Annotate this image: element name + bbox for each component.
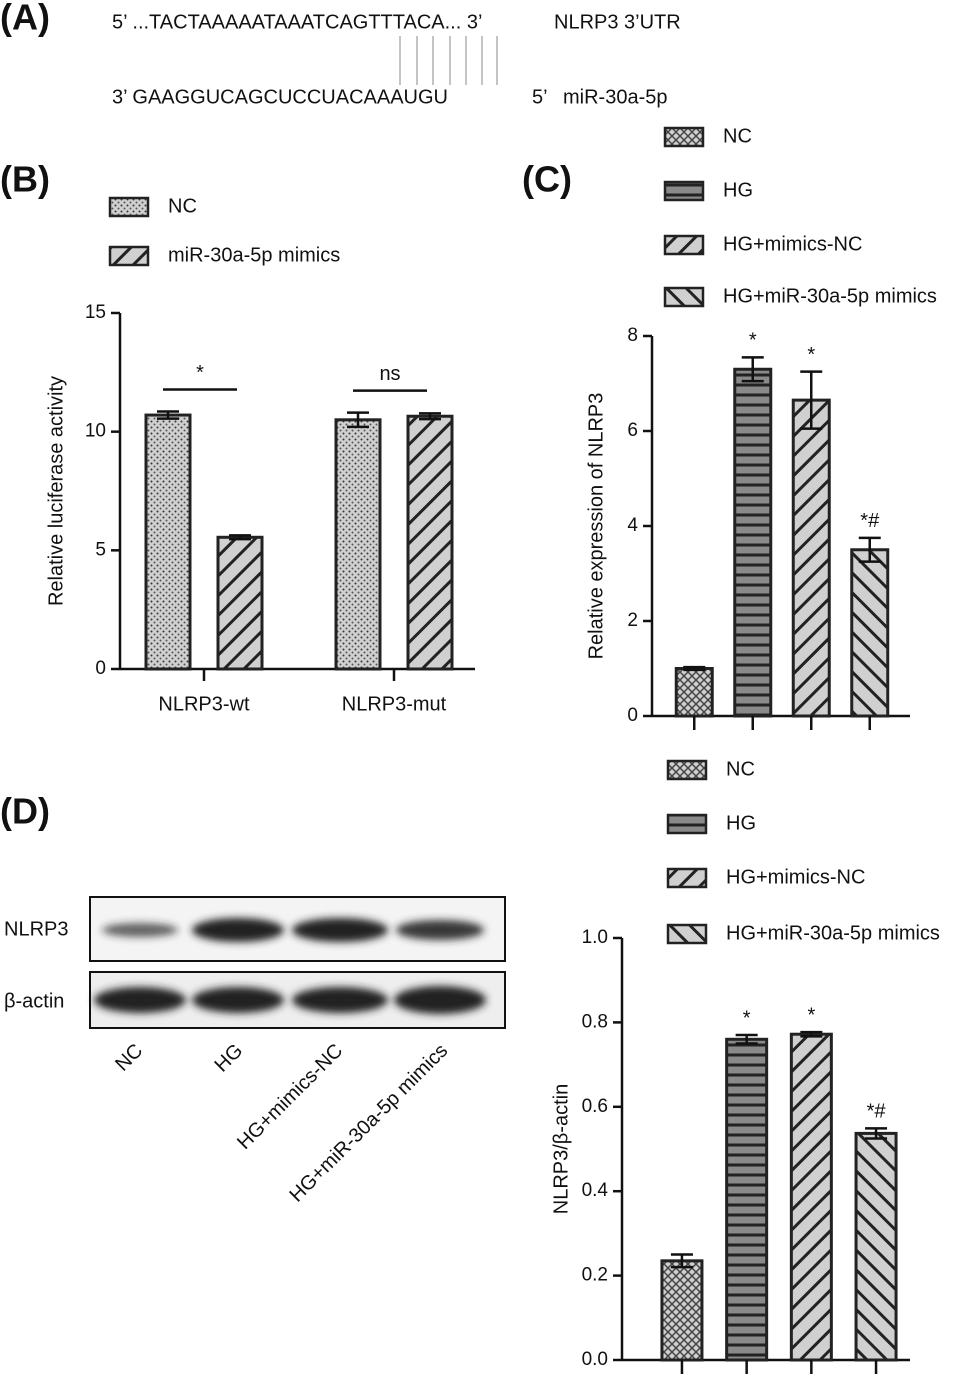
blot-lane-label: HG+mimics-NC (233, 1040, 347, 1154)
error-bar (735, 1033, 758, 1045)
western-blot (89, 896, 506, 1029)
y-tick-label: 1.0 (582, 927, 608, 948)
y-tick-label: 6 (627, 420, 638, 441)
legend-label: NC (726, 758, 755, 780)
error-bar (347, 411, 369, 429)
bar (725, 1037, 769, 1362)
legend-swatch (663, 286, 705, 308)
sequence-top: 5’ ...TACTAAAAATAAATCAGTTTACA... 3’ (112, 11, 482, 33)
y-axis-label: Relative luciferase activity (45, 376, 67, 606)
significance-label: * (743, 1007, 751, 1029)
error-bar (157, 410, 179, 420)
sequence-name: miR-30a-5p (563, 86, 667, 108)
bar (660, 1259, 704, 1362)
y-tick-label: 10 (85, 421, 106, 442)
bar (144, 413, 192, 671)
legend-swatch (108, 196, 150, 218)
panel-label: (B) (0, 159, 50, 200)
legend-label: HG (726, 812, 756, 834)
y-axis-label: NLRP3/β-actin (550, 1084, 572, 1214)
bar (850, 548, 890, 718)
y-tick-label: 5 (95, 539, 106, 560)
error-bar (865, 1127, 888, 1140)
significance-label: * (749, 330, 757, 352)
significance-label: *# (867, 1101, 887, 1123)
significance-label: *# (860, 510, 880, 532)
bar (854, 1131, 898, 1362)
legend-label: NC (723, 125, 752, 147)
significance-label: * (196, 362, 204, 384)
sequence-end: 5’ (532, 86, 548, 108)
bar (791, 398, 831, 718)
legend-swatch (663, 180, 705, 202)
legend-label: miR-30a-5p mimics (168, 244, 340, 266)
y-tick-label: 15 (85, 302, 106, 323)
sequence-bottom: 3’ GAAGGUCAGCUCCUACAAAUGU (112, 86, 448, 108)
error-bar (858, 536, 881, 563)
legend-label: NC (168, 195, 197, 217)
legend-swatch (663, 126, 705, 148)
bar (789, 1032, 833, 1362)
legend-swatch (666, 813, 708, 835)
panel-label: (A) (0, 0, 50, 38)
bar (334, 418, 382, 671)
error-bar (800, 1030, 823, 1038)
significance-label: * (807, 344, 815, 366)
y-tick-label: 0.6 (582, 1096, 608, 1117)
error-bar (683, 665, 706, 672)
panel-label: (C) (522, 159, 572, 200)
bar (733, 367, 773, 718)
bar (216, 535, 264, 671)
legend-label: HG+mimics-NC (723, 233, 862, 255)
blot-lane-label: NC (111, 1040, 147, 1076)
y-tick-label: 0.4 (582, 1180, 609, 1201)
legend-swatch (663, 234, 705, 256)
y-tick-label: 0 (95, 658, 106, 679)
legend-swatch (108, 245, 150, 267)
error-bar (670, 1253, 693, 1269)
base-pairing (399, 36, 498, 85)
y-tick-label: 4 (627, 515, 638, 536)
x-tick-label: NLRP3-wt (158, 693, 250, 715)
error-bar (741, 356, 764, 383)
bar (406, 414, 454, 671)
significance-label: ns (379, 363, 400, 385)
legend-swatch (666, 867, 708, 889)
y-tick-label: 2 (627, 610, 638, 631)
legend-swatch (666, 759, 708, 781)
legend-swatch (666, 923, 708, 945)
legend-label: HG+miR-30a-5p mimics (726, 922, 940, 944)
sequence-name: NLRP3 3’UTR (554, 11, 681, 33)
legend-label: HG (723, 179, 753, 201)
y-tick-label: 0 (627, 705, 638, 726)
blot-row-label: NLRP3 (4, 918, 68, 940)
x-tick-label: NLRP3-mut (342, 693, 447, 715)
error-bar (800, 370, 823, 430)
y-tick-label: 0.8 (582, 1011, 608, 1032)
y-axis-label: Relative expression of NLRP3 (585, 393, 607, 660)
error-bar (419, 412, 441, 421)
legend-label: HG+mimics-NC (726, 866, 865, 888)
y-tick-label: 0.2 (582, 1265, 608, 1286)
y-tick-label: 0.0 (582, 1349, 608, 1370)
y-tick-label: 8 (627, 325, 638, 346)
error-bar (229, 534, 251, 541)
significance-label: * (807, 1004, 815, 1026)
blot-lane-label: HG (211, 1040, 248, 1077)
blot-row-label: β-actin (4, 990, 64, 1012)
panel-label: (D) (0, 791, 50, 832)
bar (674, 667, 714, 718)
legend-label: HG+miR-30a-5p mimics (723, 285, 937, 307)
